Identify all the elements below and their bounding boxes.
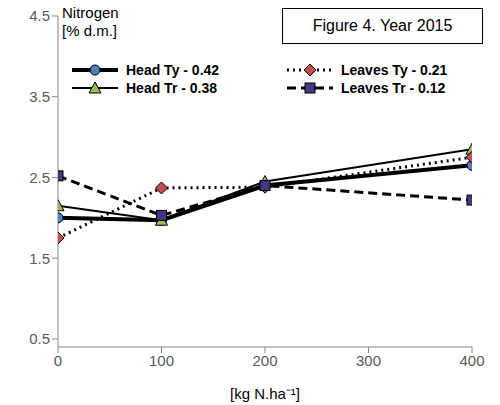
svg-text:0.5: 0.5 [29,330,50,347]
svg-text:300: 300 [356,352,381,369]
html-text:Leaves Tr - 0.12: Leaves Tr - 0.12 [341,80,446,96]
svg-text:3.5: 3.5 [29,88,50,105]
svg-text:4.5: 4.5 [29,7,50,24]
html-text:Nitrogen: Nitrogen [62,4,119,21]
svg-text:0: 0 [54,352,62,369]
html-text:Leaves Ty - 0.21: Leaves Ty - 0.21 [341,62,448,78]
svg-text:2.5: 2.5 [29,169,50,186]
html-text:[% d.m.]: [% d.m.] [62,22,117,39]
svg-text:1.5: 1.5 [29,250,50,267]
html-text:Head Ty - 0.42: Head Ty - 0.42 [126,62,220,78]
svg-text:200: 200 [252,352,277,369]
svg-text:[kg N.ha⁻¹]: [kg N.ha⁻¹] [230,385,300,402]
html-text:Figure 4. Year 2015: Figure 4. Year 2015 [312,17,453,34]
html-text:Head Tr - 0.38: Head Tr - 0.38 [126,80,217,96]
svg-text:400: 400 [459,352,484,369]
svg-text:100: 100 [149,352,174,369]
